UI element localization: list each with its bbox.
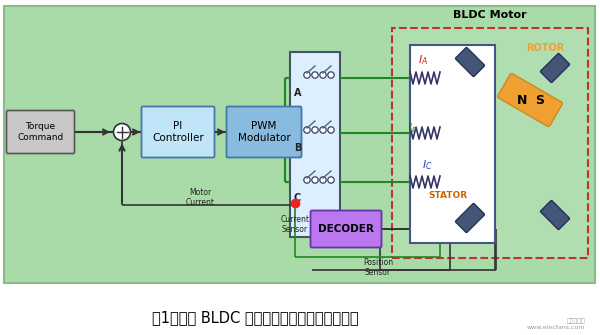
Circle shape: [304, 72, 310, 78]
Circle shape: [304, 127, 310, 133]
Text: B: B: [294, 143, 301, 153]
Text: 电子发烧友
www.elecfans.com: 电子发烧友 www.elecfans.com: [527, 319, 585, 330]
Text: ROTOR: ROTOR: [526, 43, 564, 53]
Text: Motor
Current: Motor Current: [185, 188, 215, 207]
FancyBboxPatch shape: [227, 107, 302, 157]
FancyBboxPatch shape: [497, 73, 562, 127]
Circle shape: [113, 124, 131, 140]
Bar: [410, 45, 495, 243]
Circle shape: [328, 127, 334, 133]
Text: PWM
Modulator: PWM Modulator: [238, 121, 290, 143]
Text: $I_A$: $I_A$: [418, 53, 428, 67]
Text: N: N: [517, 93, 527, 107]
Text: Position
Sensor: Position Sensor: [363, 258, 393, 277]
Bar: [290, 52, 340, 237]
Text: $I_C$: $I_C$: [422, 158, 433, 172]
FancyBboxPatch shape: [311, 210, 382, 248]
Text: A: A: [294, 88, 302, 98]
Circle shape: [328, 177, 334, 183]
Text: STATOR: STATOR: [428, 191, 467, 200]
Circle shape: [304, 177, 310, 183]
Text: BLDC Motor: BLDC Motor: [453, 10, 527, 20]
Text: DECODER: DECODER: [318, 224, 374, 234]
Circle shape: [320, 72, 326, 78]
FancyBboxPatch shape: [142, 107, 215, 157]
FancyBboxPatch shape: [455, 48, 484, 76]
FancyBboxPatch shape: [455, 203, 484, 232]
Circle shape: [320, 127, 326, 133]
Circle shape: [328, 72, 334, 78]
Circle shape: [312, 127, 318, 133]
Circle shape: [312, 177, 318, 183]
Bar: [392, 28, 588, 258]
Text: PI
Controller: PI Controller: [152, 121, 204, 143]
Text: Torque
Command: Torque Command: [17, 122, 64, 142]
FancyBboxPatch shape: [541, 201, 569, 229]
Bar: [4, 6, 595, 283]
Circle shape: [320, 177, 326, 183]
FancyBboxPatch shape: [541, 54, 569, 82]
Text: S: S: [536, 93, 545, 107]
FancyBboxPatch shape: [7, 111, 74, 153]
Text: $I_B$: $I_B$: [408, 121, 418, 135]
Text: Current
Sensor: Current Sensor: [281, 215, 310, 234]
Circle shape: [312, 72, 318, 78]
Text: 图1：用于 BLDC 电机的梯形控制器的简化框图: 图1：用于 BLDC 电机的梯形控制器的简化框图: [152, 311, 358, 326]
Text: C: C: [294, 193, 301, 203]
